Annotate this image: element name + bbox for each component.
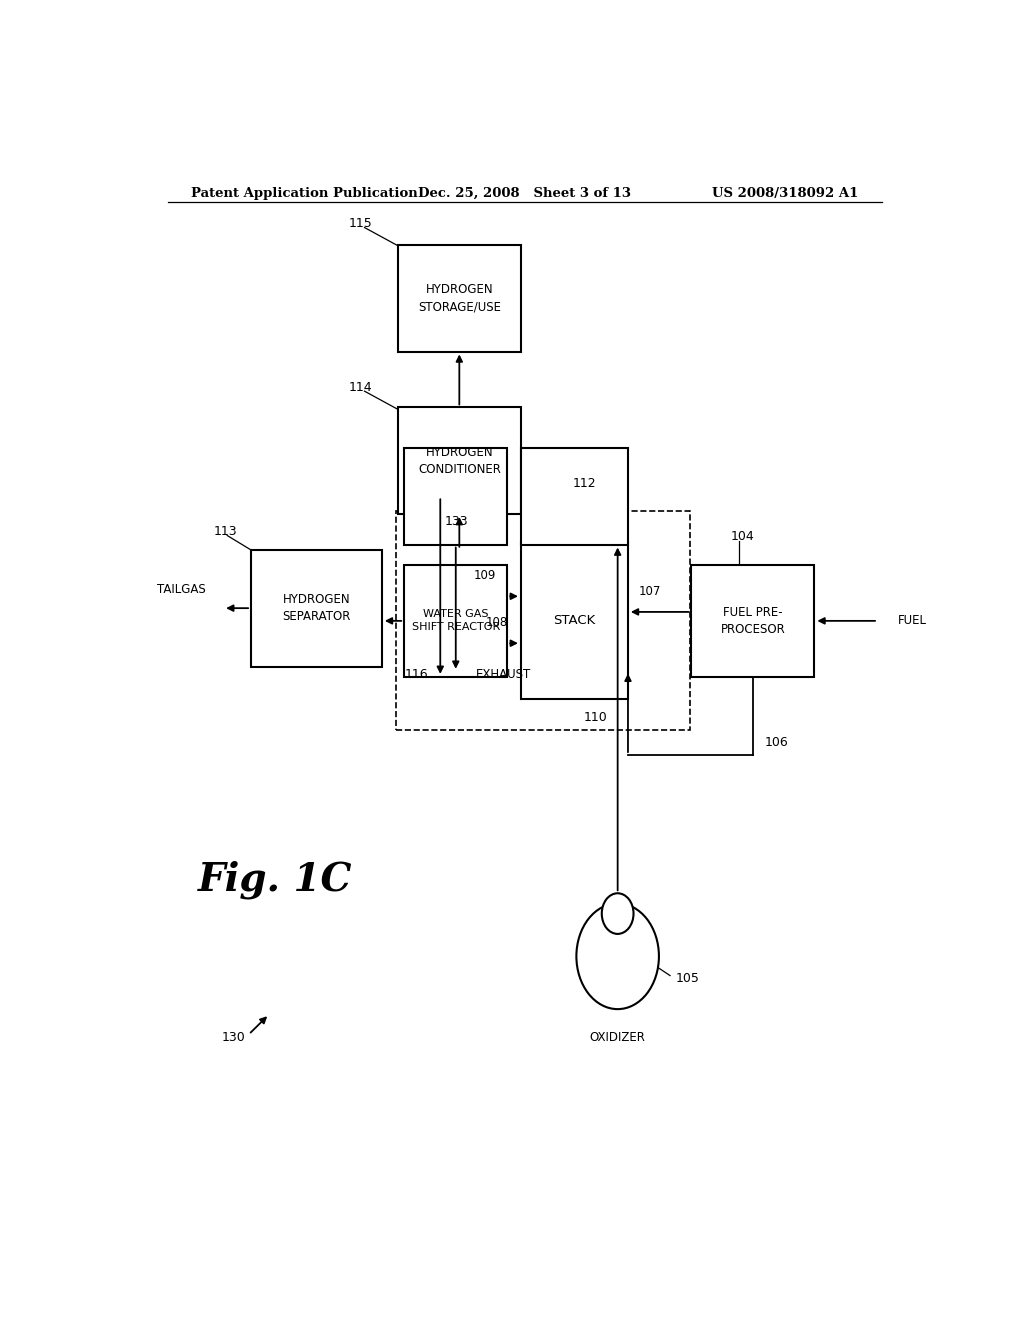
Circle shape xyxy=(577,903,658,1008)
Text: 106: 106 xyxy=(765,737,788,750)
Text: HYDROGEN
SEPARATOR: HYDROGEN SEPARATOR xyxy=(283,593,350,623)
Text: FUEL PRE-
PROCESOR: FUEL PRE- PROCESOR xyxy=(721,606,785,636)
Text: EXHAUST: EXHAUST xyxy=(475,668,530,681)
Text: 110: 110 xyxy=(584,711,607,723)
Text: 109: 109 xyxy=(474,569,497,582)
Text: 112: 112 xyxy=(572,477,596,490)
Bar xyxy=(404,565,507,677)
Text: 113: 113 xyxy=(214,525,238,539)
Text: Patent Application Publication: Patent Application Publication xyxy=(191,187,418,199)
Bar xyxy=(404,447,507,545)
Bar xyxy=(397,408,521,515)
Text: STACK: STACK xyxy=(553,614,596,627)
Text: 115: 115 xyxy=(348,216,373,230)
Text: FUEL: FUEL xyxy=(898,614,927,627)
Text: 133: 133 xyxy=(444,515,468,528)
Text: 130: 130 xyxy=(222,1031,246,1044)
Text: WATER GAS
SHIFT REACTOR: WATER GAS SHIFT REACTOR xyxy=(412,610,500,632)
Text: OXIDIZER: OXIDIZER xyxy=(590,1031,645,1044)
Bar xyxy=(521,541,628,700)
Text: 107: 107 xyxy=(639,585,662,598)
Text: HYDROGEN
STORAGE/USE: HYDROGEN STORAGE/USE xyxy=(418,284,501,313)
Text: 104: 104 xyxy=(731,531,755,543)
Bar xyxy=(691,565,814,677)
Bar xyxy=(396,511,690,730)
Text: TAILGAS: TAILGAS xyxy=(157,583,206,597)
Text: Fig. 1C: Fig. 1C xyxy=(198,861,352,899)
Text: 108: 108 xyxy=(486,616,508,630)
Bar xyxy=(397,244,521,351)
Text: 105: 105 xyxy=(676,972,699,985)
Text: HYDROGEN
CONDITIONER: HYDROGEN CONDITIONER xyxy=(418,446,501,475)
Text: US 2008/318092 A1: US 2008/318092 A1 xyxy=(712,187,858,199)
Bar xyxy=(521,447,628,545)
Text: 116: 116 xyxy=(404,668,428,681)
Bar xyxy=(251,549,382,667)
Text: 114: 114 xyxy=(348,380,373,393)
Circle shape xyxy=(602,894,634,935)
Text: Dec. 25, 2008   Sheet 3 of 13: Dec. 25, 2008 Sheet 3 of 13 xyxy=(418,187,632,199)
